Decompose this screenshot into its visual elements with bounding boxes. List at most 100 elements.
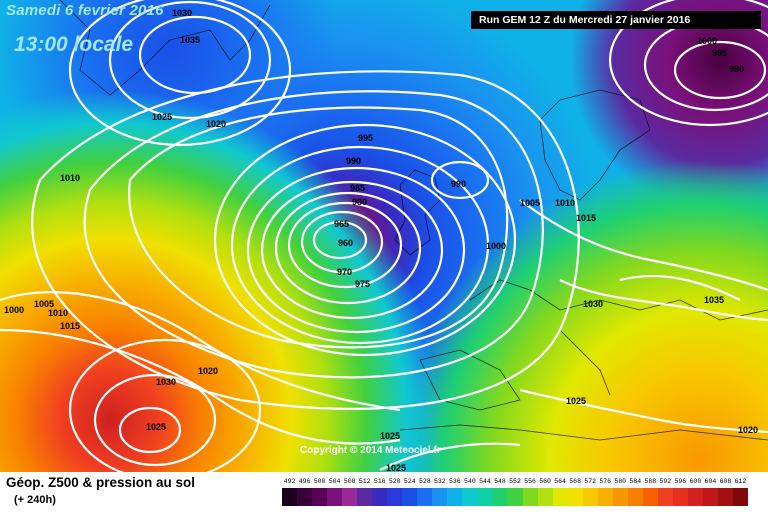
isobar-label: 1025 [386, 463, 406, 472]
isobar-labels: 1030 1035 1025 1020 1010 995 990 985 980… [4, 8, 758, 472]
color-scale-tick: 584 [629, 478, 642, 485]
isobar-label: 995 [712, 48, 727, 58]
isobar-label: 1025 [146, 422, 166, 432]
color-scale-tick: 560 [539, 478, 551, 485]
isobar-985 [246, 166, 466, 334]
europe-coast [469, 279, 768, 321]
isobar-label: 975 [355, 279, 370, 289]
scandinavia-coast [539, 89, 651, 201]
color-scale-cell [402, 488, 418, 506]
color-scale-tick: 528 [418, 478, 431, 485]
color-scale-tick: 516 [373, 478, 386, 485]
isobar-label: 1005 [520, 198, 540, 208]
isobar-label: 1025 [152, 112, 172, 122]
isobar-label: 1035 [180, 35, 200, 45]
color-scale-cell [342, 488, 358, 506]
color-scale-cell [462, 488, 478, 506]
isobar-label: 1030 [156, 377, 176, 387]
color-scale-tick: 544 [479, 478, 491, 485]
isobar-label: 990 [729, 64, 744, 74]
isobar-label: 980 [352, 197, 367, 207]
color-scale-tick: 508 [343, 478, 356, 485]
isobar-label: 1010 [60, 173, 80, 183]
isobar-975 [274, 191, 422, 305]
isobar-label: 1000 [4, 305, 24, 315]
color-scale-cell [417, 488, 433, 506]
isobar-965 [300, 210, 384, 274]
geopotential-field: 1030 1035 1025 1020 1010 995 990 985 980… [0, 0, 768, 472]
isobar-label: 1000 [697, 36, 717, 46]
isobar-960 [312, 220, 368, 260]
color-scale-tick: 500 [313, 478, 326, 485]
isobar-1025-e [559, 279, 768, 322]
color-scale-tick: 496 [298, 478, 311, 485]
italy-coast [559, 329, 611, 396]
color-scale-cell [297, 488, 313, 506]
isobar-990-ne [673, 40, 767, 100]
color-scale-tick: 536 [449, 478, 461, 485]
isobar-label: 965 [334, 219, 349, 229]
color-scale-cell [447, 488, 463, 506]
isobar-1015 [0, 291, 401, 412]
isobar-label: 985 [350, 183, 365, 193]
isobar-1000-ne [608, 0, 768, 127]
isobar-label: 1035 [704, 295, 724, 305]
isobar-1030-nw [108, 0, 272, 120]
isobar-1025-s [519, 388, 768, 434]
isobar-1035-nw [138, 15, 252, 95]
color-scale-cell [612, 488, 628, 506]
color-scale-tick: 552 [509, 478, 521, 485]
color-scale-tick: 600 [689, 478, 702, 485]
color-scale-cell [477, 488, 493, 506]
isobar-1005 [83, 90, 544, 379]
isobar-990-e [430, 160, 490, 200]
color-scale-cell [327, 488, 343, 506]
isobar-995 [213, 123, 517, 357]
color-scale-tick: 524 [403, 478, 416, 485]
model-run-label: Run GEM 12 Z du Mercredi 27 janvier 2016 [471, 11, 761, 29]
isobar-1035-high [118, 406, 182, 454]
color-scale-cell [597, 488, 613, 506]
forecast-date: Samedi 6 fevrier 2016 [6, 2, 164, 19]
isobar-label: 1010 [555, 198, 575, 208]
color-scale-cell [507, 488, 523, 506]
color-scale-cell [357, 488, 373, 506]
isobar-label: 1015 [576, 213, 596, 223]
color-scale-cell [372, 488, 388, 506]
color-scale-tick: 556 [524, 478, 536, 485]
coastlines [59, 0, 768, 441]
isobar-label: 995 [358, 133, 373, 143]
color-scale-tick: 612 [734, 478, 747, 485]
isobar-label: 1020 [206, 119, 226, 129]
color-scale-cell [537, 488, 553, 506]
isobar-label: 990 [346, 156, 361, 166]
isobar-1025-high [68, 338, 262, 472]
isobar-label: 990 [451, 179, 466, 189]
color-scale-cell [702, 488, 718, 506]
color-scale-cell [432, 488, 448, 506]
color-scale: 492 496 500 504 508 512 516 520 524 528 532 536 540 5… [280, 478, 750, 508]
isobars [0, 0, 768, 472]
color-scale-cell [387, 488, 403, 506]
color-scale-tick: 608 [719, 478, 732, 485]
color-scale-cell [672, 488, 688, 506]
greenland-coast [59, 0, 271, 96]
field-sw-high [0, 0, 768, 472]
color-scale-tick: 504 [328, 478, 341, 485]
isobar-label: 1025 [566, 396, 586, 406]
isobar-990 [230, 145, 490, 345]
color-scale-tick: 568 [569, 478, 581, 485]
isobar-label: 1000 [486, 241, 506, 251]
isobar-label: 1020 [738, 425, 758, 435]
legend-subtitle: (+ 240h) [14, 494, 56, 506]
copyright: Copyright © 2014 Meteociel.fr [300, 445, 441, 456]
color-scale-cell [567, 488, 583, 506]
isobar-label: 1015 [60, 321, 80, 331]
color-scale-tick: 564 [554, 478, 566, 485]
color-scale-tick: 596 [674, 478, 687, 485]
isobar-1000 [128, 106, 509, 349]
color-scale-cell [717, 488, 733, 506]
color-scale-tick: 532 [433, 478, 446, 485]
isobar-1015-e [519, 199, 768, 292]
weather-map: 1030 1035 1025 1020 1010 995 990 985 980… [0, 0, 768, 472]
